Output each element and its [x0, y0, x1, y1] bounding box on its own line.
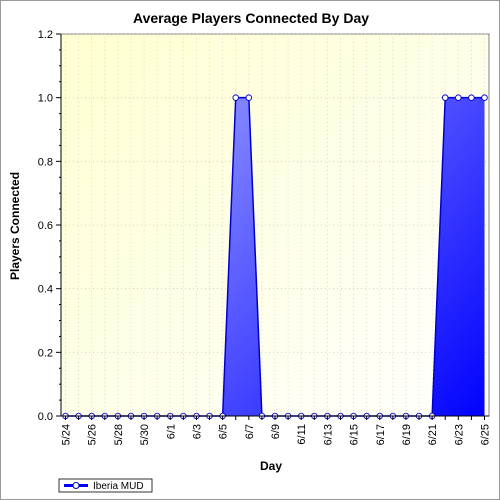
x-tick-label: 6/3 — [191, 424, 203, 439]
x-tick-label: 5/28 — [113, 424, 125, 445]
x-tick-label: 6/7 — [244, 424, 256, 439]
y-axis-label: Players Connected — [8, 172, 22, 280]
y-axis: 0.0 0.2 0.4 0.6 0.8 1.0 1.2 — [38, 29, 62, 423]
data-point — [455, 94, 462, 101]
x-tick-label: 5/26 — [87, 424, 99, 445]
data-point — [245, 94, 253, 101]
x-tick-label: 6/13 — [322, 424, 334, 445]
x-axis-label: Day — [260, 459, 282, 473]
x-tick-label: 6/1 — [165, 424, 177, 439]
x-axis: 5/24 5/26 5/28 5/30 6/1 6/3 6/5 6/7 6/9 6/11 6/13 6… — [61, 415, 492, 445]
data-point — [468, 94, 475, 101]
x-tick-label: 5/30 — [139, 424, 151, 445]
data-point — [481, 94, 488, 101]
legend-marker-icon — [72, 482, 80, 489]
x-tick-label: 6/19 — [401, 424, 413, 445]
data-point — [232, 94, 239, 101]
y-tick-label: 0.8 — [38, 156, 53, 168]
x-tick-label: 6/11 — [296, 424, 308, 445]
x-tick-label: 6/5 — [218, 424, 230, 439]
x-tick-label: 6/15 — [349, 424, 361, 445]
chart-title: Average Players Connected By Day — [133, 10, 369, 26]
x-tick-label: 6/21 — [427, 424, 439, 445]
x-tick-label: 6/17 — [375, 424, 387, 445]
legend-box — [58, 478, 153, 493]
x-tick-label: 6/23 — [453, 424, 465, 445]
legend-series-label: Iberia MUD — [93, 481, 144, 492]
x-tick-label: 6/9 — [270, 424, 282, 439]
x-tick-label: 5/24 — [61, 424, 73, 445]
series-area-fill — [65, 97, 485, 417]
y-tick-label: 0.0 — [38, 411, 53, 423]
y-tick-label: 1.2 — [38, 29, 53, 41]
data-point — [441, 94, 449, 101]
y-tick-label: 0.6 — [38, 220, 53, 232]
y-tick-label: 0.2 — [38, 347, 53, 359]
x-tick-label: 6/25 — [480, 424, 492, 445]
legend: Iberia MUD — [58, 478, 153, 493]
y-tick-label: 1.0 — [38, 93, 53, 105]
y-tick-label: 0.4 — [38, 284, 53, 296]
